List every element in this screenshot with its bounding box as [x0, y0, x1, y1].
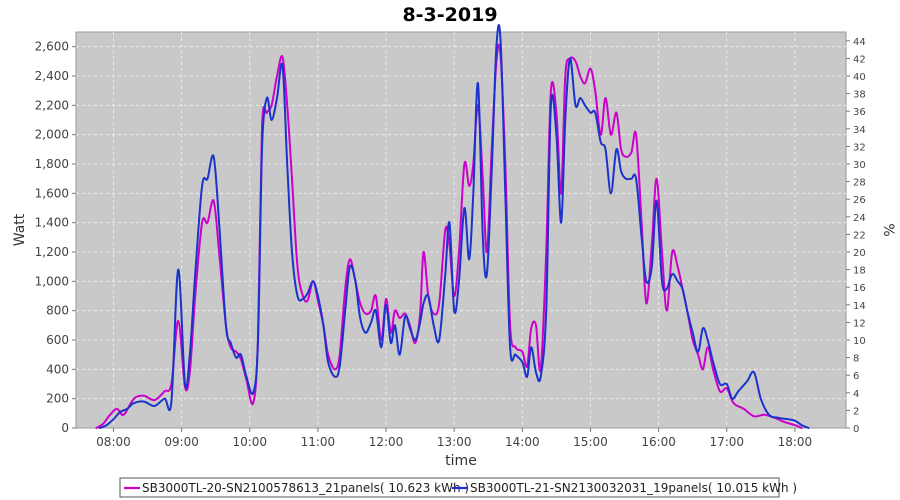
y2-tick-label: 10: [853, 336, 866, 347]
y2-tick-label: 34: [853, 125, 866, 136]
y2-tick-label: 20: [853, 248, 866, 259]
x-tick-label: 15:00: [573, 435, 608, 449]
y-tick-label: 1,600: [35, 186, 69, 200]
y2-tick-label: 0: [853, 424, 859, 435]
y-tick-label: 2,000: [35, 128, 69, 142]
y-tick-label: 600: [46, 333, 69, 347]
y-tick-label: 2,400: [35, 69, 69, 83]
y2-tick-label: 16: [853, 283, 866, 294]
x-tick-label: 17:00: [709, 435, 744, 449]
series-line-2: [98, 24, 810, 429]
y-axis: 0 200 400 600 800 1,000 1,200 1,400 1,600 1,800 2,…: [35, 40, 76, 435]
chart-title: 8-3-2019: [402, 4, 497, 26]
y2-tick-label: 36: [853, 107, 866, 118]
y2-tick-label: 12: [853, 318, 866, 329]
x-tick-label: 12:00: [369, 435, 404, 449]
x-tick-label: 18:00: [778, 435, 813, 449]
x-tick-label: 08:00: [96, 435, 131, 449]
legend-entry-series-1: SB3000TL-20-SN2100578613_21panels( 10.62…: [142, 481, 469, 495]
y-tick-label: 0: [61, 421, 69, 435]
y-tick-label: 800: [46, 304, 69, 318]
y2-tick-label: 30: [853, 160, 866, 171]
y2-tick-label: 26: [853, 195, 866, 206]
legend-box: [119, 477, 780, 498]
y-tick-label: 2,200: [35, 98, 69, 112]
y2-tick-label: 24: [853, 213, 866, 224]
y2-tick-label: 2: [853, 406, 859, 417]
y2-tick-label: 28: [853, 178, 866, 189]
x-axis-label: time: [445, 453, 477, 469]
y-axis-label: Watt: [12, 213, 28, 246]
legend-entry-series-2: SB3000TL-21-SN2130032031_19panels( 10.01…: [470, 481, 797, 495]
y2-tick-label: 22: [853, 230, 866, 241]
y-tick-label: 1,200: [35, 245, 69, 259]
grid-lines: [76, 32, 846, 428]
y2-tick-label: 40: [853, 72, 866, 83]
legend: SB3000TL-20-SN2100578613_21panels( 10.62…: [119, 477, 797, 498]
y2-tick-label: 4: [853, 389, 859, 400]
y2-tick-label: 44: [853, 37, 866, 48]
y-tick-label: 400: [46, 362, 69, 376]
y2-tick-label: 8: [853, 354, 859, 365]
y2-tick-label: 32: [853, 142, 866, 153]
series-line-1: [95, 43, 803, 429]
y2-axis: 0246810121416182022242628303234363840424…: [846, 37, 866, 435]
y2-tick-label: 6: [853, 371, 859, 382]
y2-tick-label: 14: [853, 301, 866, 312]
x-tick-label: 16:00: [641, 435, 676, 449]
y-tick-label: 1,800: [35, 157, 69, 171]
y-tick-label: 1,000: [35, 274, 69, 288]
x-tick-label: 14:00: [505, 435, 540, 449]
y2-tick-label: 38: [853, 90, 866, 101]
y-tick-label: 1,400: [35, 216, 69, 230]
x-tick-label: 10:00: [232, 435, 267, 449]
x-tick-label: 11:00: [301, 435, 336, 449]
y-tick-label: 2,600: [35, 40, 69, 54]
y2-tick-label: 42: [853, 54, 866, 65]
series-layer: [95, 24, 810, 429]
y-tick-label: 200: [46, 392, 69, 406]
y2-axis-label: %: [880, 223, 896, 236]
x-axis: 08:00 09:00 10:00 11:00 12:00 13:00 14:00 15:00…: [96, 428, 812, 449]
x-tick-label: 13:00: [437, 435, 472, 449]
y2-tick-label: 18: [853, 266, 866, 277]
x-tick-label: 09:00: [164, 435, 199, 449]
